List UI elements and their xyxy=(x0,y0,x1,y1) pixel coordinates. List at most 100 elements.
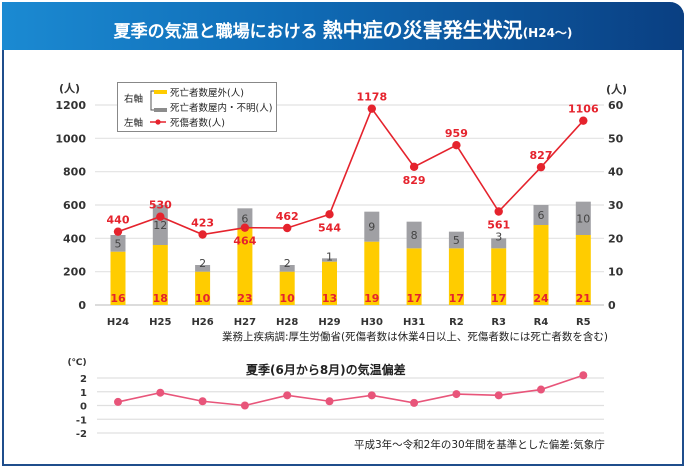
x-axis-tick-label: H28 xyxy=(276,317,298,328)
legend-item-indoor: 死亡者数屋内・不明(人) xyxy=(170,103,273,114)
temp-deviation-point xyxy=(410,398,419,407)
legend-left-axis-label: 左軸 xyxy=(124,118,144,129)
bar-outdoor xyxy=(448,248,464,305)
bar-outdoor xyxy=(575,235,591,305)
bar-indoor-label: 6 xyxy=(241,212,248,225)
title-part3: (H24〜) xyxy=(522,26,573,40)
casualties-label: 1106 xyxy=(568,103,599,116)
bar-outdoor-label: 24 xyxy=(533,292,549,305)
temp-deviation-point xyxy=(114,397,122,406)
temp-deviation-point xyxy=(537,385,545,394)
bar-outdoor-label: 17 xyxy=(449,292,464,305)
bar-indoor-label: 5 xyxy=(115,237,122,250)
bar-indoor-label: 10 xyxy=(576,212,590,225)
bar-outdoor xyxy=(491,248,507,305)
source-note: 業務上疾病調:厚生労働省(死傷者数は休業4日以上、死傷者数には死亡者数を含む) xyxy=(222,331,608,343)
right-axis-tick-label: 20 xyxy=(608,232,624,245)
legend-item-casualties: 死傷者数(人) xyxy=(170,118,225,129)
bar-outdoor-label: 16 xyxy=(110,292,126,305)
casualties-label: 464 xyxy=(233,235,256,248)
bar-indoor xyxy=(406,221,422,249)
casualties-label: 530 xyxy=(149,199,172,212)
x-axis-tick-label: R2 xyxy=(449,317,464,328)
left-axis-tick-label: 0 xyxy=(78,299,86,312)
casualties-point xyxy=(494,207,503,216)
bar-outdoor-label: 10 xyxy=(280,292,296,305)
bar-indoor xyxy=(575,201,591,235)
bar-outdoor-label: 21 xyxy=(576,292,591,305)
right-axis-unit: (人) xyxy=(606,82,627,96)
x-axis-tick-label: R5 xyxy=(576,317,591,328)
right-axis-tick-label: 60 xyxy=(608,99,624,112)
right-axis-tick-label: 0 xyxy=(608,299,616,312)
title-part1: 夏季の気温と職場における xyxy=(113,22,318,42)
temp-axis-tick-label: -1 xyxy=(76,415,87,426)
bar-indoor xyxy=(195,265,211,272)
temp-deviation-line xyxy=(117,374,584,407)
x-axis-tick-label: H30 xyxy=(361,317,383,328)
x-axis-tick-label: H29 xyxy=(318,317,340,328)
bar-indoor xyxy=(110,235,126,252)
casualties-point xyxy=(240,223,250,232)
casualties-label: 1178 xyxy=(356,91,387,104)
casualties-label: 959 xyxy=(445,127,468,140)
x-axis-tick-label: H24 xyxy=(107,317,129,328)
temp-deviation-point xyxy=(579,371,588,380)
bar-outdoor xyxy=(110,251,126,305)
bar-indoor xyxy=(533,205,549,225)
x-axis-tick-label: H26 xyxy=(191,317,213,328)
casualties-label: 462 xyxy=(276,210,299,223)
legend-bracket-icon xyxy=(150,90,167,112)
bar-outdoor xyxy=(279,271,295,305)
left-axis-tick-label: 800 xyxy=(63,166,86,179)
bar-indoor-label: 9 xyxy=(368,221,375,234)
right-axis-tick-label: 40 xyxy=(608,166,624,179)
bar-outdoor xyxy=(322,261,337,305)
casualties-point xyxy=(283,223,292,233)
legend-item-outdoor: 死亡者数屋外(人) xyxy=(170,88,244,99)
title-bar: 夏季の気温と職場における 熱中症の災害発生状況(H24〜) xyxy=(2,2,684,50)
bar-indoor-label: 8 xyxy=(411,229,418,242)
bar-indoor xyxy=(279,265,295,272)
bar-indoor-label: 6 xyxy=(538,209,545,222)
left-axis-tick-label: 1000 xyxy=(55,132,86,145)
bar-indoor xyxy=(364,211,380,242)
bar-outdoor xyxy=(406,248,422,305)
bar-indoor-label: 2 xyxy=(284,257,291,270)
x-axis-tick-label: R3 xyxy=(491,317,506,328)
legend-line-marker-icon xyxy=(150,119,166,125)
bar-outdoor-label: 18 xyxy=(153,292,168,305)
chart-legend: 右軸 死亡者数屋外(人) 死亡者数屋内・不明(人) 左軸 死傷者数(人) xyxy=(117,82,277,132)
left-axis-unit: (人) xyxy=(59,81,80,95)
x-axis-tick-label: H25 xyxy=(149,317,171,328)
bar-indoor-label: 1 xyxy=(326,250,333,263)
temp-axis-tick-label: 1 xyxy=(80,388,87,399)
temp-deviation-point xyxy=(367,391,376,400)
bar-indoor xyxy=(448,231,464,249)
temp-deviation-point xyxy=(283,391,292,400)
bar-outdoor xyxy=(152,245,168,305)
bar-indoor-label: 5 xyxy=(453,234,460,247)
legend-right-axis-label: 右軸 xyxy=(124,94,144,105)
casualties-point xyxy=(579,116,588,125)
bar-indoor xyxy=(237,208,253,229)
bar-outdoor-label: 17 xyxy=(406,292,421,305)
bar-indoor xyxy=(322,258,337,262)
left-axis-tick-label: 1200 xyxy=(55,99,86,112)
casualties-point xyxy=(367,104,376,113)
temp-deviation-point xyxy=(156,388,165,397)
casualties-label: 544 xyxy=(318,221,341,234)
temperature-source-note: 平成3年〜令和2年の30年間を基準とした偏差:気象庁 xyxy=(354,439,605,451)
right-axis-tick-label: 30 xyxy=(608,199,624,212)
left-axis-tick-label: 600 xyxy=(63,199,86,212)
casualties-point xyxy=(198,230,207,239)
casualties-label: 440 xyxy=(107,214,130,227)
right-axis-tick-label: 10 xyxy=(608,266,624,279)
bar-outdoor xyxy=(364,241,380,305)
temp-deviation-point xyxy=(325,397,334,406)
bar-outdoor-label: 19 xyxy=(364,292,379,305)
title-part2: 熱中症の災害発生状況 xyxy=(322,18,523,42)
temp-axis-tick-label: 0 xyxy=(80,402,87,413)
temperature-chart-title: 夏季(6月から8月)の気温偏差 xyxy=(246,363,406,377)
